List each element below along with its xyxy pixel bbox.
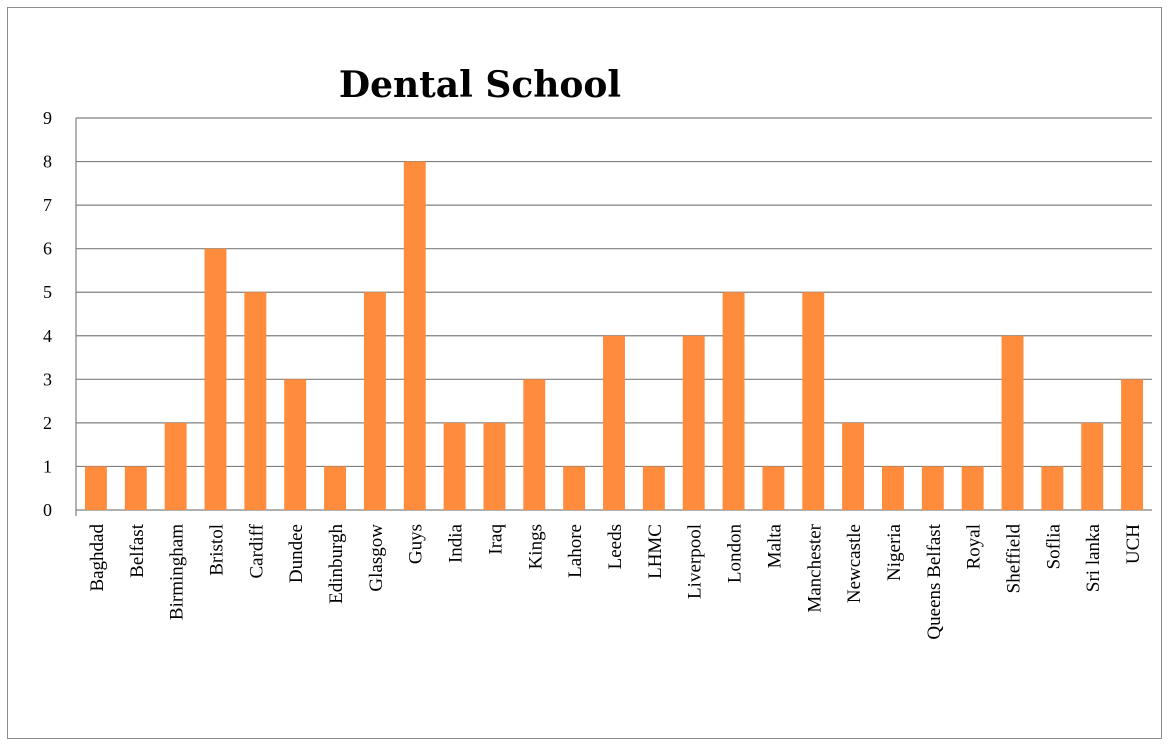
x-tick-label: Glasgow [366,524,387,592]
chart-frame [7,7,1162,739]
x-tick-label: Leeds [605,524,626,569]
x-tick-label: LHMC [645,524,666,579]
x-tick-label: Belfast [127,523,148,578]
bar [1081,422,1104,510]
y-tick-label: 5 [43,282,52,302]
bar [204,248,227,510]
x-tick-label: London [725,524,746,584]
y-tick-label: 3 [43,369,52,389]
y-tick-label: 7 [43,195,52,215]
bar [84,466,107,510]
bar [882,466,904,510]
bar [443,422,466,510]
bar [921,466,944,510]
x-tick-label: Manchester [804,523,825,612]
y-tick-label: 0 [43,500,52,520]
x-tick-label: Newcastle [844,524,865,603]
x-axis-labels: Baghdad Belfast Birmingham Bristol Cardiff Du… [87,523,1144,639]
bar [603,335,625,510]
bar [284,379,307,510]
bar [403,161,426,511]
bar [961,466,984,510]
y-tick-label: 8 [43,152,52,172]
bar [642,466,665,510]
bar [682,335,705,510]
x-tick-label: Iraq [485,524,506,555]
x-tick-label: Edinburgh [326,524,347,604]
x-tick-label: Kings [525,524,546,569]
bar [802,292,825,510]
x-tick-label: Dundee [286,524,307,583]
bar [164,422,187,510]
x-tick-label: Soflia [1043,523,1064,569]
y-tick-label: 2 [43,413,52,433]
y-axis-ticks: 0 1 2 3 4 5 6 7 8 9 [43,108,52,520]
bar [842,422,865,510]
bars [84,161,1144,511]
bar [1041,466,1064,510]
y-tick-label: 1 [43,456,52,476]
x-tick-label: Guys [406,524,427,564]
x-tick-label: Queens Belfast [924,523,945,639]
bar [1001,335,1024,510]
bar [1121,379,1144,510]
y-tick-label: 9 [43,108,52,128]
x-tick-label: Sheffield [1004,524,1025,594]
bar [762,466,785,510]
bar [523,379,546,510]
x-tick-label: Royal [964,524,985,569]
x-tick-label: Sri lanka [1083,523,1104,592]
bar [363,292,386,510]
bar [563,466,586,510]
x-tick-label: UCH [1123,524,1144,564]
bar [124,466,147,510]
bar [722,292,745,510]
bar [324,466,346,510]
x-tick-label: Cardiff [246,523,267,578]
x-tick-label: Birmingham [167,524,188,620]
y-tick-label: 6 [43,239,52,259]
x-tick-label: India [446,523,467,563]
x-tick-label: Lahore [565,524,586,578]
x-tick-label: Nigeria [884,523,905,581]
bar [244,292,267,510]
y-tick-label: 4 [43,326,52,346]
x-tick-label: Bristol [206,524,227,576]
x-tick-label: Baghdad [87,524,108,592]
chart-title: Dental School [339,64,621,106]
x-tick-label: Malta [764,523,785,568]
bar [483,422,506,510]
x-tick-label: Liverpool [685,524,706,599]
